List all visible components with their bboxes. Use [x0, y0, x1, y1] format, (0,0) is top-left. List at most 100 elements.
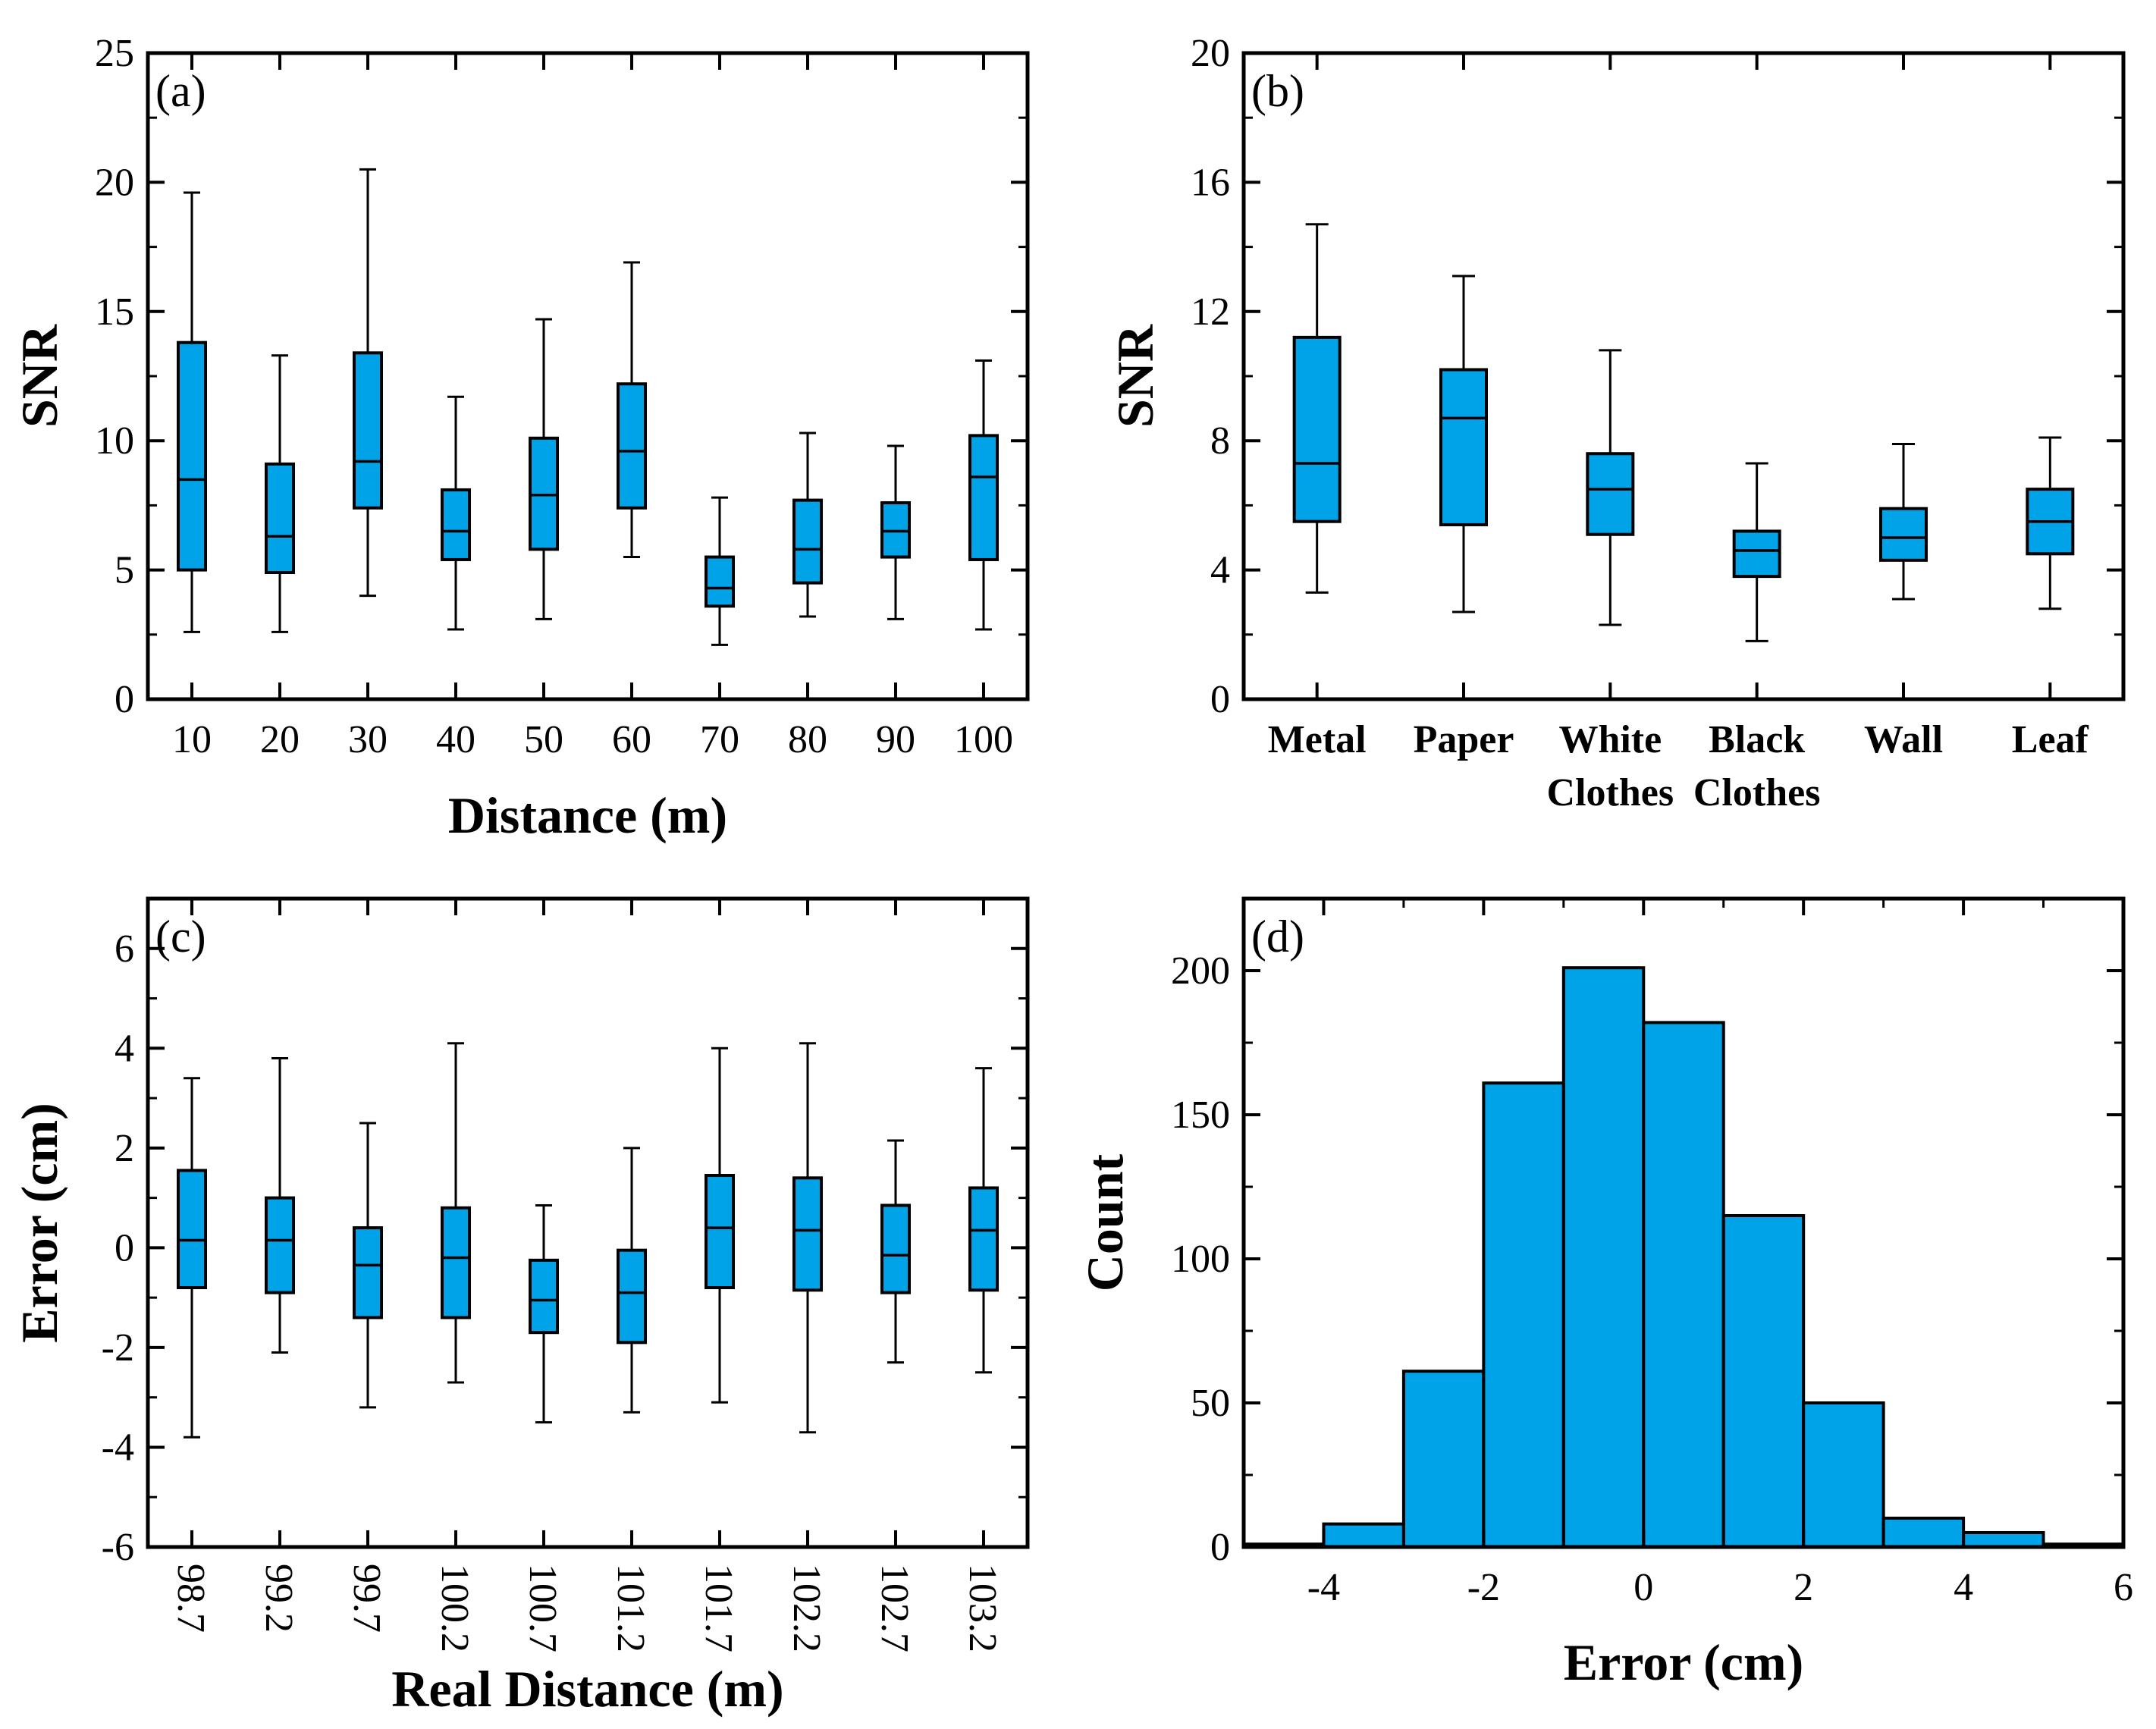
box-9	[968, 1067, 999, 1374]
box-0	[1292, 223, 1342, 594]
y-tick-label: 150	[1171, 1094, 1230, 1137]
panel-label: (a)	[155, 66, 206, 116]
box-1	[1439, 275, 1488, 613]
box-iqr	[353, 1226, 383, 1320]
x-tick-label: -4	[1307, 1566, 1340, 1609]
x-tick-label: 10	[172, 718, 212, 761]
box-iqr	[529, 1258, 559, 1335]
x-tick-label: 100.7	[521, 1564, 564, 1652]
histogram-bar	[1642, 1021, 1725, 1549]
box-iqr	[441, 488, 471, 561]
y-tick-label: 4	[115, 1027, 134, 1070]
x-tick-label: 40	[436, 718, 475, 761]
box-iqr	[968, 434, 999, 561]
y-tick-label: 0	[115, 678, 134, 721]
y-tick-label: 0	[115, 1226, 134, 1269]
x-tick-label: 99.7	[345, 1564, 388, 1633]
box-0	[177, 191, 207, 633]
histogram-bar	[1881, 1517, 1966, 1549]
box-iqr	[177, 1169, 207, 1289]
box-4	[1879, 442, 1928, 601]
box-iqr	[265, 462, 295, 575]
x-axis-title: Real Distance (m)	[391, 1660, 783, 1718]
x-tick-label: 20	[260, 718, 300, 761]
x-tick-label: 2	[1794, 1566, 1813, 1609]
x-tick-label: 102.7	[873, 1564, 916, 1652]
panel-label: (b)	[1251, 66, 1304, 116]
histogram-bar	[1962, 1531, 2045, 1549]
x-category-label: Clothes	[1547, 771, 1674, 814]
y-tick-label: 20	[1191, 32, 1230, 75]
x-tick-label: 60	[612, 718, 651, 761]
box-4	[529, 1203, 559, 1424]
box-6	[705, 496, 735, 646]
box-6	[705, 1046, 735, 1404]
panel-b-frame	[1241, 51, 2126, 701]
x-category-label: Black	[1709, 718, 1805, 761]
x-axis-title: Distance (m)	[448, 786, 727, 844]
box-iqr	[1586, 452, 1635, 536]
y-tick-label: 5	[115, 549, 134, 592]
x-tick-label: -2	[1467, 1566, 1500, 1609]
x-tick-label: 90	[876, 718, 915, 761]
x-tick-label: 100.2	[433, 1564, 476, 1652]
y-axis-title: SNR	[11, 324, 68, 428]
histogram-bar	[1802, 1401, 1885, 1549]
box-1	[265, 354, 295, 633]
box-iqr	[792, 1176, 823, 1292]
box-8	[880, 1139, 911, 1364]
box-3	[1732, 462, 1781, 642]
y-axis-title: SNR	[1106, 324, 1164, 428]
box-iqr	[1439, 368, 1488, 526]
histogram-bar	[1561, 966, 1646, 1549]
box-iqr	[617, 1248, 647, 1345]
panel-label: (c)	[155, 912, 206, 962]
x-tick-label: 70	[700, 718, 739, 761]
x-category-label: Leaf	[2012, 718, 2089, 761]
box-4	[529, 318, 559, 620]
box-0	[177, 1077, 207, 1439]
box-iqr	[880, 1203, 911, 1294]
box-5	[617, 261, 647, 559]
y-axis-title: Count	[1076, 1153, 1134, 1291]
panel-b: 0 4 8 12 16 20 Metal Paper White Clothes Black Clot…	[1106, 32, 2126, 814]
x-tick-label: 101.2	[609, 1564, 652, 1652]
panel-d: 0 50 100 150 200 -4 -2 0 2 4 6 (d) Count Error (cm)	[1076, 896, 2133, 1691]
box-2	[353, 1122, 383, 1409]
box-iqr	[617, 382, 647, 510]
x-category-label: Metal	[1268, 718, 1367, 761]
box-1	[265, 1056, 295, 1354]
y-tick-label: 8	[1210, 419, 1230, 463]
y-tick-label: -6	[102, 1526, 134, 1569]
y-tick-label: 15	[95, 290, 134, 334]
box-iqr	[441, 1206, 471, 1320]
panel-label: (d)	[1251, 912, 1304, 962]
x-tick-label: 6	[2114, 1566, 2133, 1609]
y-tick-label: 10	[95, 419, 134, 463]
y-tick-label: -2	[102, 1326, 134, 1370]
histogram-bar	[1721, 1214, 1806, 1549]
x-tick-label: 102.2	[785, 1564, 828, 1652]
histogram-bar	[1322, 1522, 1405, 1549]
box-iqr	[705, 1174, 735, 1290]
y-tick-label: 12	[1191, 290, 1230, 334]
y-tick-label: 200	[1171, 949, 1230, 993]
box-7	[792, 1042, 823, 1434]
y-axis-title: Error (cm)	[11, 1103, 68, 1343]
box-8	[880, 444, 911, 620]
box-iqr	[1732, 529, 1781, 579]
x-tick-label: 4	[1954, 1566, 1973, 1609]
x-tick-label: 30	[348, 718, 388, 761]
box-iqr	[705, 555, 735, 608]
x-tick-label: 50	[524, 718, 563, 761]
box-7	[792, 431, 823, 618]
x-tick-label: 103.2	[961, 1564, 1004, 1652]
box-2	[353, 168, 383, 598]
x-tick-label: 80	[788, 718, 827, 761]
box-iqr	[968, 1186, 999, 1292]
x-category-label: White	[1558, 718, 1662, 761]
x-tick-label: 101.7	[697, 1564, 740, 1652]
y-tick-label: 25	[95, 32, 134, 75]
y-tick-label: 100	[1171, 1238, 1230, 1281]
panel-c: -6 -4 -2 0 2 4 6 98.7 99.2 99.7 100.2 100.7 101.2 101…	[11, 896, 1030, 1718]
